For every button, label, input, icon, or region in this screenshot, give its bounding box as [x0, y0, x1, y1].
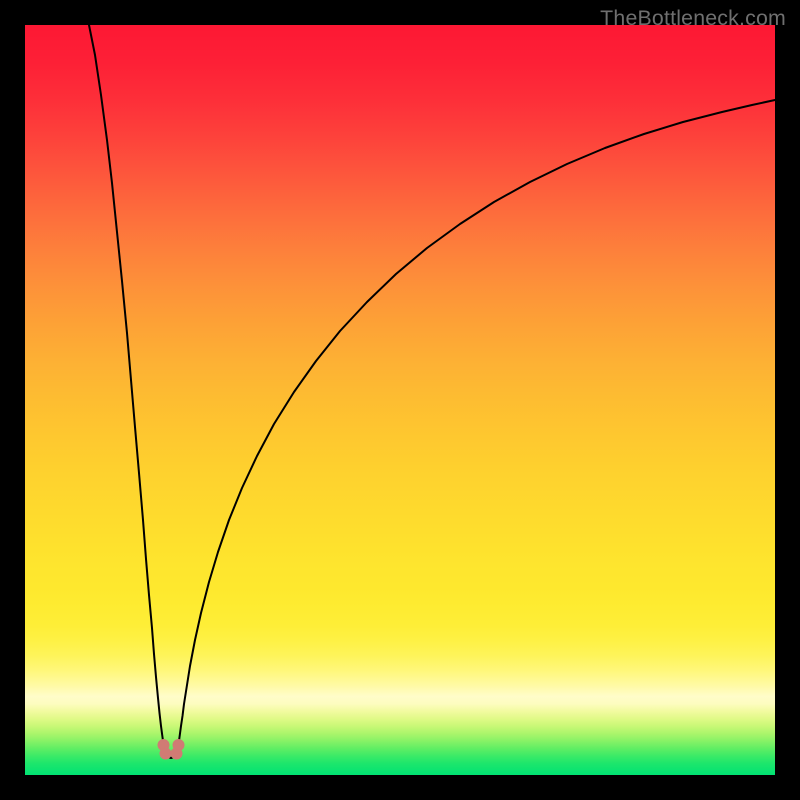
marker-dot: [173, 740, 184, 751]
marker-dot: [160, 748, 171, 759]
bottleneck-chart: [0, 0, 800, 800]
watermark-label: TheBottleneck.com: [600, 6, 786, 31]
plot-background: [25, 25, 775, 775]
chart-stage: TheBottleneck.com: [0, 0, 800, 800]
